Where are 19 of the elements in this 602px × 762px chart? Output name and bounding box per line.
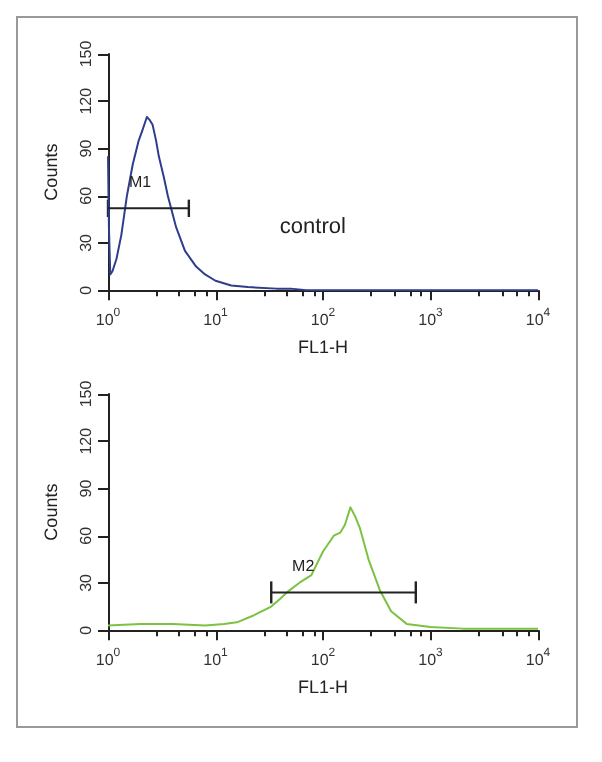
series-label: M1 — [128, 173, 153, 192]
x-axis-title: FL1-H — [297, 337, 349, 357]
y-tick-label: 60 — [77, 185, 95, 205]
series-label: M2 — [292, 557, 316, 576]
y-tick-label: 150 — [77, 379, 95, 408]
y-tick-label: 120 — [77, 86, 95, 115]
y-tick-label: 0 — [77, 624, 95, 635]
y-axis-title: Counts — [41, 142, 61, 201]
y-tick-label: 90 — [77, 138, 95, 158]
y-tick-label: 120 — [77, 426, 95, 455]
y-tick-label: 0 — [77, 284, 95, 295]
y-tick-label: 30 — [77, 572, 95, 592]
x-axis-title: FL1-H — [297, 677, 349, 697]
annotation: control — [279, 215, 346, 239]
y-tick-label: 90 — [77, 478, 95, 498]
y-tick-label: 150 — [77, 39, 95, 68]
y-tick-label: 30 — [77, 232, 95, 252]
y-tick-label: 60 — [77, 525, 95, 545]
y-axis-title: Counts — [41, 482, 61, 541]
